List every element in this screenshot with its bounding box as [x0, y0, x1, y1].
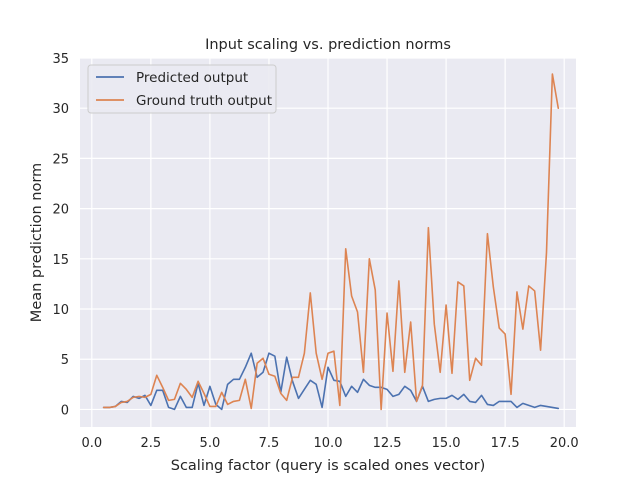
- y-tick-label: 10: [52, 303, 69, 318]
- y-tick-label: 0: [61, 403, 69, 418]
- x-tick-label: 17.5: [491, 436, 520, 451]
- x-tick-label: 2.5: [141, 436, 162, 451]
- series-line-ground-truth: [102, 73, 560, 411]
- x-tick-label: 0.0: [81, 436, 102, 451]
- x-tick-label: 12.5: [373, 436, 402, 451]
- legend: Predicted output Ground truth output: [87, 64, 277, 114]
- legend-box: [87, 64, 277, 114]
- y-tick-labels: 0 5 10 15 20 25 30 35: [52, 52, 69, 418]
- x-tick-labels: 0.0 2.5 5.0 7.5 10.0 12.5 15.0 17.5 20.0: [81, 436, 578, 451]
- y-tick-label: 25: [52, 152, 69, 167]
- series-lines: [102, 73, 560, 411]
- y-axis-title: Mean prediction norm: [29, 163, 45, 322]
- x-tick-label: 15.0: [432, 436, 461, 451]
- y-tick-label: 5: [61, 353, 69, 368]
- y-tick-label: 35: [52, 52, 69, 67]
- grid-lines: [80, 57, 576, 427]
- y-tick-label: 30: [52, 102, 69, 117]
- x-tick-label: 7.5: [259, 436, 280, 451]
- x-axis-title: Scaling factor (query is scaled ones vec…: [171, 458, 486, 474]
- legend-label-predicted: Predicted output: [136, 70, 248, 86]
- legend-label-ground-truth: Ground truth output: [136, 93, 272, 109]
- x-tick-label: 10.0: [314, 436, 343, 451]
- y-tick-label: 15: [52, 253, 69, 268]
- x-tick-label: 5.0: [200, 436, 221, 451]
- x-tick-label: 20.0: [550, 436, 579, 451]
- series-line-predicted: [102, 352, 560, 411]
- chart-title: Input scaling vs. prediction norms: [205, 37, 451, 53]
- y-tick-label: 20: [52, 203, 69, 218]
